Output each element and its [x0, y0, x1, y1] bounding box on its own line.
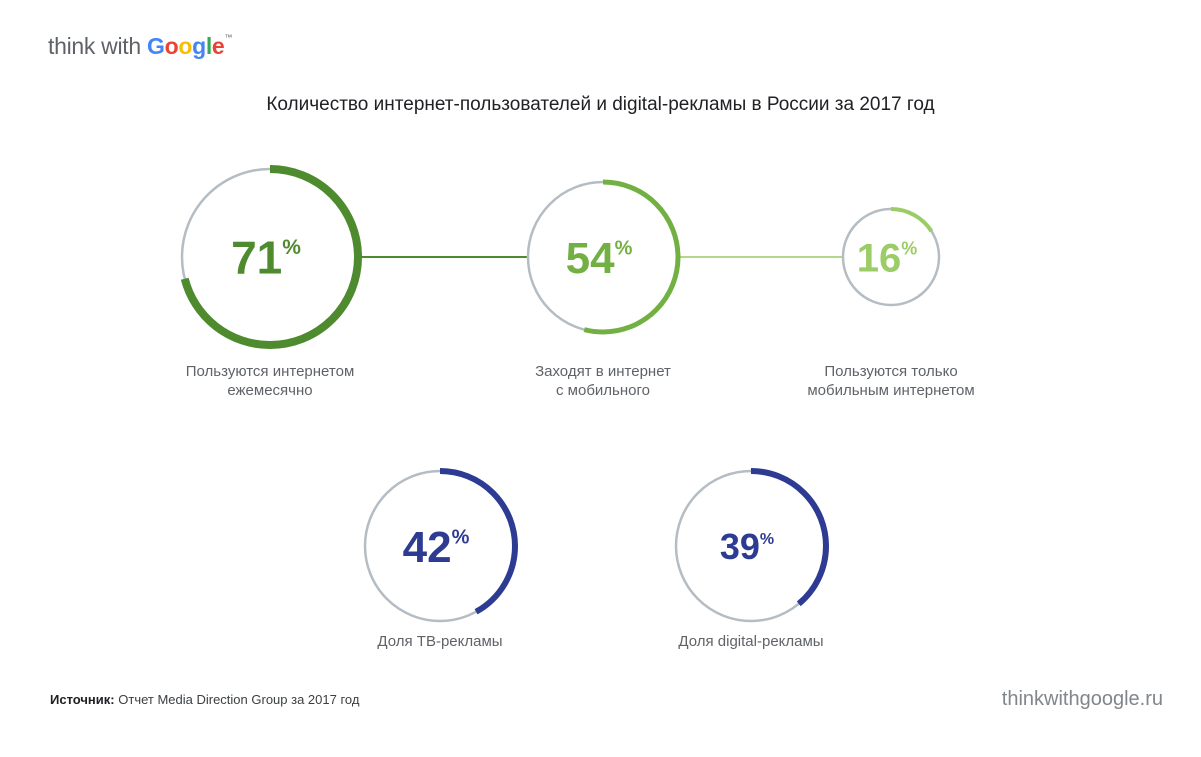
donut-value-label: 16%: [857, 236, 918, 280]
donut-value-arc: [178, 165, 362, 349]
donut-value-number: 39: [720, 526, 760, 567]
donut-value-label: 42%: [403, 523, 470, 572]
logo-letter: e: [211, 33, 225, 59]
donut-value-label: 71%: [231, 232, 301, 284]
source-label: Источник:: [50, 692, 115, 707]
donut-value-arc: [673, 468, 829, 624]
donut-value-number: 16: [857, 236, 902, 280]
source-text: Отчет Media Direction Group за 2017 год: [118, 692, 360, 707]
donut-value-unit: %: [452, 526, 470, 548]
donut-value-label: 39%: [720, 526, 774, 567]
donut-caption-line: Доля digital-рекламы: [678, 633, 824, 650]
source-note: Источник: Отчет Media Direction Group за…: [50, 692, 359, 707]
donut-value-arc: [525, 179, 681, 335]
logo-letter: l: [205, 33, 212, 59]
donut-value-number: 42: [403, 523, 452, 572]
site-url: thinkwithgoogle.ru: [1001, 688, 1163, 710]
donut-value-unit: %: [901, 239, 917, 259]
donut-caption: Пользуются интернетом ежемесячно: [186, 362, 355, 400]
logo-trademark: ™: [224, 33, 233, 42]
think-with-google-logo: think with Google™: [48, 33, 232, 60]
donut-value-number: 54: [566, 234, 615, 283]
donut-caption-line: ежемесячно: [227, 382, 313, 399]
logo-letter: G: [146, 33, 165, 59]
donut-caption-line: Пользуются интернетом: [185, 363, 355, 380]
donut-caption-line: Заходят в интернет: [535, 363, 671, 380]
donut-caption-line: Пользуются только: [824, 363, 958, 380]
donut-caption-line: Доля ТВ-рекламы: [377, 633, 503, 650]
donut-value-unit: %: [282, 236, 301, 259]
logo-letter: g: [192, 33, 206, 59]
donut-value-label: 54%: [566, 234, 633, 283]
donut-caption: Доля ТВ-рекламы: [377, 632, 502, 651]
donut-value-unit: %: [760, 531, 774, 548]
logo-think-text: think with: [48, 33, 147, 59]
donut-caption: Заходят в интернет с мобильного: [535, 362, 671, 400]
donut-caption-line: мобильным интернетом: [807, 382, 975, 399]
logo-letter: o: [178, 33, 193, 59]
donut-value-number: 71: [231, 232, 282, 284]
donut-value-arc: [362, 468, 518, 624]
donut-caption-line: с мобильного: [556, 382, 650, 399]
donut-caption: Доля digital-рекламы: [678, 632, 823, 651]
donut-value-arc: [841, 207, 941, 307]
logo-letter: o: [164, 33, 179, 59]
donut-value-unit: %: [615, 237, 633, 259]
chart-title: Количество интернет-пользователей и digi…: [266, 94, 935, 115]
donut-caption: Пользуются только мобильным интернетом: [807, 362, 974, 400]
